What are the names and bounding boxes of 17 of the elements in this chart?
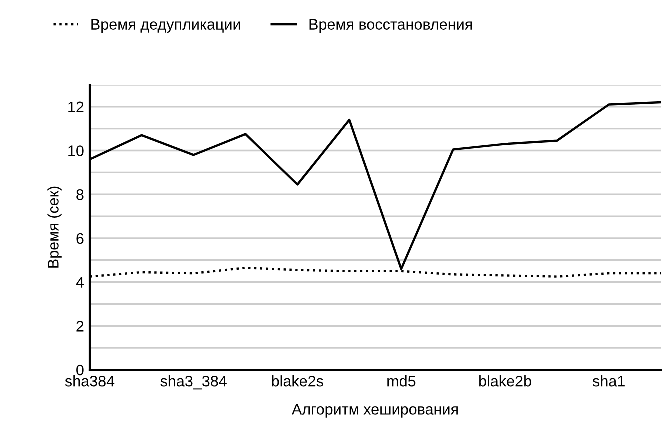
x-tick-label: sha3_384 <box>160 376 227 390</box>
y-tick-label: 0 <box>76 364 84 376</box>
legend-label: Время дедупликации <box>92 19 240 33</box>
y-tick-label: 4 <box>76 277 84 288</box>
x-tick-label: md5 <box>388 376 416 387</box>
x-tick-label: sha384 <box>65 376 115 387</box>
y-tick-label: 10 <box>68 146 84 156</box>
y-tick-label: 6 <box>76 233 84 244</box>
x-tick-label: blake2b <box>480 376 532 387</box>
y-tick-label: 8 <box>76 189 84 200</box>
x-tick-label: blake2s <box>272 376 324 387</box>
y-tick-label: 12 <box>68 102 84 112</box>
y-tick-label: 2 <box>76 321 84 332</box>
x-tick-label: sha1 <box>592 376 625 387</box>
legend-label: Время восстановления <box>310 19 472 33</box>
x-axis-title: Алгоритм хеширования <box>292 404 458 418</box>
y-axis-title: Время (сек) <box>48 186 62 268</box>
